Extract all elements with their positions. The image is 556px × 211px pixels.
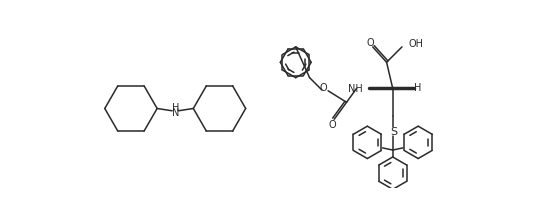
Text: H: H (172, 103, 179, 113)
Text: O: O (320, 84, 327, 93)
Text: O: O (329, 120, 336, 130)
Text: N: N (172, 108, 179, 118)
Text: OH: OH (409, 39, 424, 49)
Text: O: O (366, 38, 374, 48)
Text: NH: NH (348, 84, 363, 94)
Text: H: H (414, 84, 422, 93)
Text: S: S (390, 127, 397, 137)
